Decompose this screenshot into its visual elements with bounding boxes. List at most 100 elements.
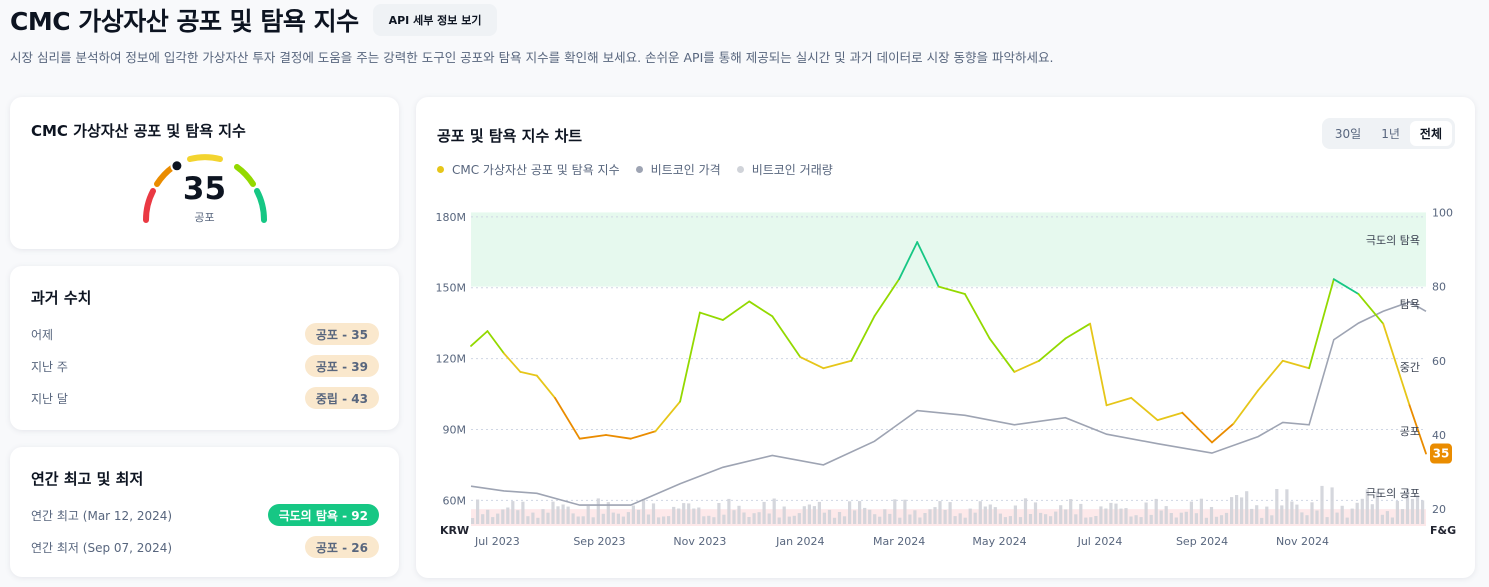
volume-bar bbox=[777, 517, 781, 524]
tab-1y[interactable]: 1년 bbox=[1381, 127, 1400, 141]
history-row-badge: 공포 - 35 bbox=[304, 323, 379, 345]
volume-bar bbox=[566, 506, 570, 524]
volume-bar bbox=[1385, 511, 1389, 524]
volume-bar bbox=[973, 512, 977, 524]
volume-bar bbox=[1069, 499, 1073, 524]
tab-30d[interactable]: 30일 bbox=[1334, 127, 1362, 141]
volume-bar bbox=[993, 507, 997, 524]
fg-index-segment bbox=[1308, 278, 1335, 370]
volume-bar bbox=[1355, 502, 1359, 524]
fg-index-segment bbox=[629, 430, 657, 440]
y-left-tick-label: 120M bbox=[436, 353, 467, 366]
volume-bar bbox=[888, 513, 892, 524]
x-tick-label: Sep 2024 bbox=[1176, 535, 1228, 548]
volume-bar bbox=[1250, 508, 1254, 524]
volume-bar bbox=[1300, 512, 1304, 524]
volume-bar bbox=[1310, 502, 1314, 524]
chart-card: 공포 및 탐욕 지수 차트 30일 1년 전체 CMC 가상자산 공포 및 탐욕… bbox=[416, 97, 1475, 578]
fear-greed-chart[interactable]: 180M 150M 120M 90M 60M 100 80 60 40 20 KRW F&G Jul 2… bbox=[416, 97, 1475, 578]
volume-bar bbox=[1265, 506, 1269, 524]
volume-bar bbox=[1204, 517, 1208, 524]
fg-index-segment bbox=[1064, 322, 1092, 340]
api-details-button[interactable]: API 세부 정보 보기 bbox=[372, 4, 498, 36]
volume-bar bbox=[531, 512, 535, 524]
volume-bar bbox=[797, 513, 801, 524]
legend-item-fg[interactable]: CMC 가상자산 공포 및 탐욕 지수 bbox=[437, 161, 620, 178]
volume-bar bbox=[707, 515, 711, 524]
history-row-label: 어제 bbox=[31, 327, 54, 342]
gauge-value: 35 bbox=[182, 171, 227, 207]
x-tick-label: Nov 2023 bbox=[673, 535, 726, 548]
volume-bar bbox=[918, 517, 922, 524]
volume-bar bbox=[556, 506, 560, 524]
fg-index-segment bbox=[1382, 322, 1411, 407]
zone-label: 중간 bbox=[1400, 361, 1420, 374]
volume-bar bbox=[837, 512, 842, 524]
fg-index-segment bbox=[988, 337, 1016, 373]
volume-bar bbox=[511, 501, 515, 524]
tab-all[interactable]: 전체 bbox=[1409, 121, 1452, 146]
volume-bar bbox=[842, 516, 847, 524]
volume-bar bbox=[712, 517, 716, 524]
range-tabs: 30일 1년 전체 bbox=[1321, 118, 1455, 149]
y-right-tick-label: 100 bbox=[1432, 206, 1453, 219]
gauge-segment-neutral bbox=[187, 154, 223, 162]
volume-bar bbox=[1350, 508, 1354, 524]
volume-bar bbox=[822, 512, 826, 524]
volume-bar bbox=[1230, 497, 1234, 524]
gauge-segment-extreme-greed bbox=[254, 188, 268, 223]
volume-bar bbox=[496, 513, 500, 524]
volume-bar bbox=[1054, 511, 1058, 524]
volume-bar bbox=[1079, 503, 1083, 524]
y-right-tick-label: 20 bbox=[1432, 503, 1446, 516]
volume-bar bbox=[662, 516, 666, 524]
volume-bar bbox=[596, 498, 600, 524]
y-right-tick-label: 80 bbox=[1432, 281, 1446, 294]
yearly-row-badge: 극도의 탐욕 - 92 bbox=[267, 504, 379, 526]
volume-bar bbox=[631, 505, 635, 524]
fg-index-segment bbox=[1232, 389, 1259, 425]
volume-bar bbox=[1154, 498, 1158, 524]
volume-bar bbox=[1018, 517, 1023, 524]
right-axis-unit: F&G bbox=[1430, 524, 1456, 537]
page-description: 시장 심리를 분석하여 정보에 입각한 가상자산 투자 결정에 도움을 주는 강… bbox=[10, 50, 1054, 65]
fg-index-segment bbox=[1013, 359, 1040, 373]
fg-index-segment bbox=[1281, 359, 1310, 370]
page-header: CMC 가상자산 공포 및 탐욕 지수 API 세부 정보 보기 bbox=[10, 2, 498, 38]
fg-index-segment bbox=[654, 400, 682, 433]
y-left-tick-label: 90M bbox=[443, 423, 467, 436]
zone-label: 극도의 공포 bbox=[1366, 487, 1420, 500]
x-tick-label: Sep 2023 bbox=[573, 535, 625, 548]
volume-bar bbox=[581, 516, 585, 524]
volume-bar bbox=[968, 508, 972, 524]
volume-bar bbox=[883, 509, 887, 524]
gauge-card: CMC 가상자산 공포 및 탐욕 지수 35 공포 bbox=[10, 97, 399, 249]
fg-index-segment bbox=[486, 330, 505, 355]
volume-bar bbox=[1260, 517, 1264, 524]
volume-bar bbox=[551, 501, 555, 524]
volume-bar bbox=[933, 507, 937, 524]
volume-bar bbox=[913, 510, 917, 524]
volume-bar bbox=[1370, 504, 1374, 524]
fg-index-segment bbox=[937, 285, 966, 295]
gauge-segment-greed bbox=[234, 164, 256, 187]
btc-price-line bbox=[470, 301, 1427, 506]
volume-bar bbox=[692, 508, 696, 524]
x-tick-label: Jul 2024 bbox=[1077, 535, 1123, 548]
volume-bar bbox=[1174, 517, 1178, 524]
legend-item-btc-price[interactable]: 비트코인 가격 bbox=[635, 161, 721, 178]
fg-index-segment bbox=[1156, 411, 1184, 422]
y-left-tick-label: 60M bbox=[443, 494, 467, 507]
legend-dot bbox=[437, 166, 444, 173]
gauge-label: 공포 bbox=[194, 211, 215, 224]
x-tick-label: Nov 2024 bbox=[1276, 535, 1329, 548]
history-row-badge: 공포 - 39 bbox=[304, 355, 379, 377]
volume-bar bbox=[812, 506, 816, 524]
volume-bar bbox=[1114, 503, 1118, 524]
volume-bar bbox=[646, 514, 651, 524]
legend-item-btc-volume[interactable]: 비트코인 거래량 bbox=[736, 161, 833, 178]
volume-bar bbox=[1375, 491, 1379, 524]
volume-bar bbox=[928, 509, 932, 524]
volume-bar bbox=[953, 516, 957, 524]
yearly-row-label: 연간 최고 (Mar 12, 2024) bbox=[31, 508, 173, 523]
